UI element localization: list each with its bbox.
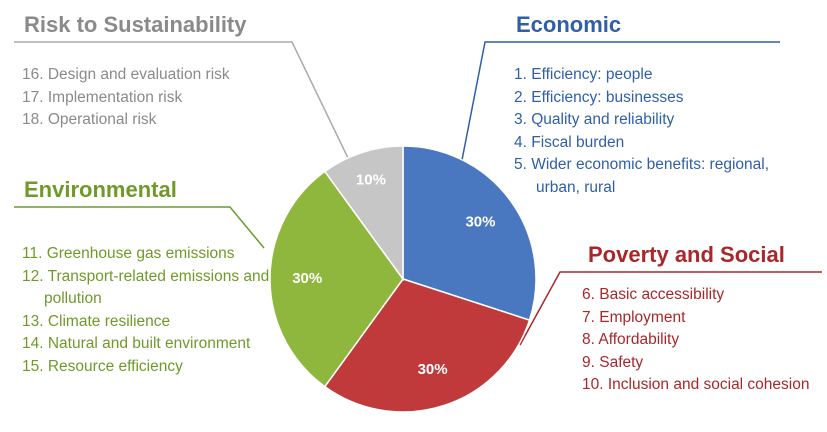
environmental-leader xyxy=(14,206,265,249)
list-item: 1. Efficiency: people xyxy=(514,66,653,83)
list-item: 13. Climate resilience xyxy=(22,312,171,330)
list-item: 18. Operational risk xyxy=(22,111,157,128)
poverty-leader xyxy=(519,271,822,346)
list-item: 17. Implementation risk xyxy=(22,88,183,106)
item-list: 1. Efficiency: people 2. Efficiency: busi… xyxy=(514,64,814,199)
list-item: 14. Natural and built environment xyxy=(22,335,251,352)
group-heading: Environmental xyxy=(24,177,177,202)
list-item: 12. Transport-related emissions and poll… xyxy=(22,267,270,308)
slice-label: 30% xyxy=(292,270,322,287)
list-item: 2. Efficiency: businesses xyxy=(514,88,684,106)
pie-slice xyxy=(269,170,404,388)
list-item: 5. Wider economic benefits: regional, ur… xyxy=(514,156,770,196)
pie-slice xyxy=(402,145,537,322)
list-item: 3. Quality and reliability xyxy=(514,111,675,128)
group-heading: Economic xyxy=(516,12,622,37)
list-item: 6. Basic accessibility xyxy=(582,286,725,303)
group-heading: Risk to Sustainability xyxy=(24,12,247,37)
list-item: 11. Greenhouse gas emissions xyxy=(22,245,235,262)
list-item: 10. Inclusion and social cohesion xyxy=(582,376,810,393)
risk-leader xyxy=(14,41,349,159)
item-list: 16. Design and evaluation risk 17. Implem… xyxy=(22,64,312,132)
item-list: 6. Basic accessibility 7. Employment 8. Af… xyxy=(582,284,822,397)
economic-leader xyxy=(461,41,780,161)
list-item: 16. Design and evaluation risk xyxy=(22,66,230,83)
slice-label: 30% xyxy=(465,214,495,231)
slice-label: 10% xyxy=(356,171,386,188)
leader-lines xyxy=(14,41,822,346)
group-heading: Poverty and Social xyxy=(588,242,785,267)
pie-slice xyxy=(323,278,531,413)
slice-label: 30% xyxy=(418,361,448,378)
pie-slice xyxy=(323,145,404,282)
list-item: 7. Employment xyxy=(582,308,686,326)
list-item: 8. Affordability xyxy=(582,331,680,348)
list-item: 15. Resource efficiency xyxy=(22,357,183,375)
item-list: 11. Greenhouse gas emissions 12. Transpor… xyxy=(22,243,272,378)
list-item: 4. Fiscal burden xyxy=(514,133,625,151)
list-item: 9. Safety xyxy=(582,353,644,371)
